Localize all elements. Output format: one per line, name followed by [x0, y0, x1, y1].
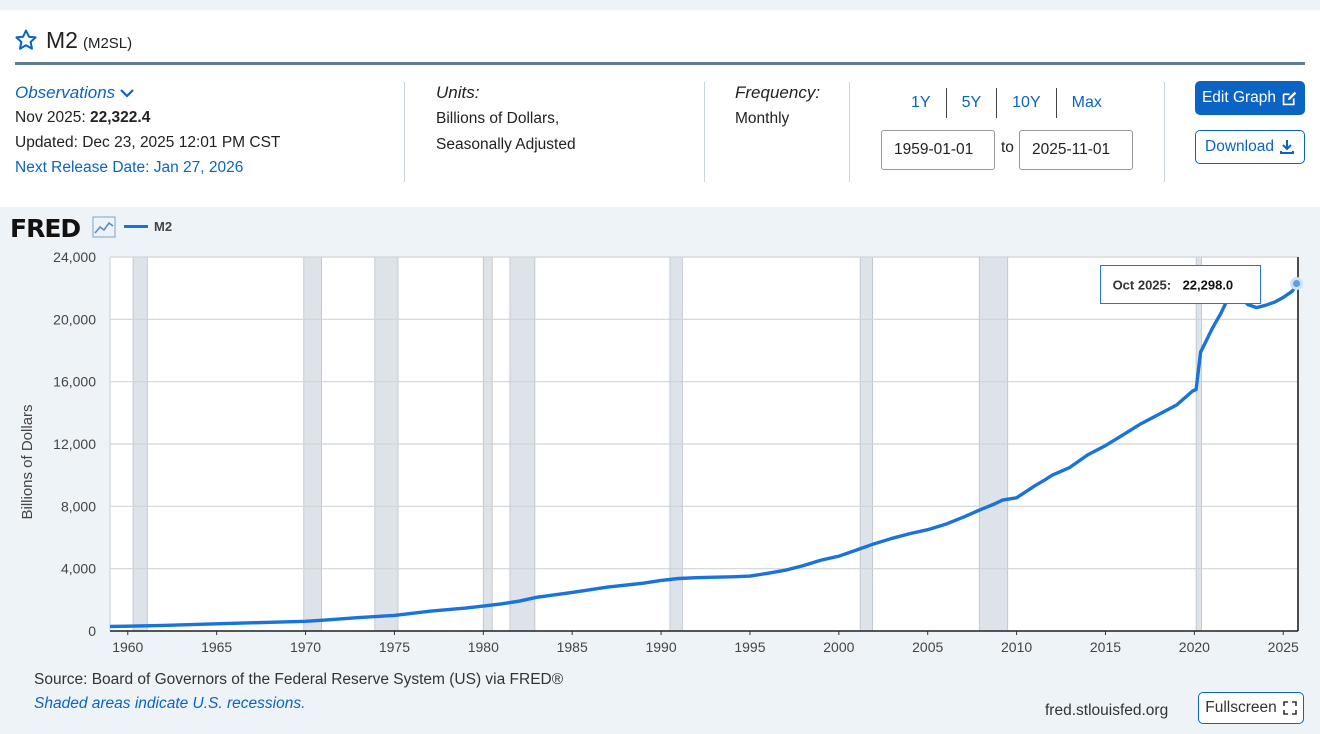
x-tick-label: 1965: [201, 639, 232, 655]
site-url: fred.stlouisfed.org: [1045, 702, 1169, 719]
x-tick-label: 2015: [1090, 639, 1121, 655]
fred-logo: FRED: [10, 214, 81, 243]
observations-toggle[interactable]: Observations: [15, 80, 280, 105]
legend-swatch: [124, 225, 148, 228]
series-line-m2: [109, 282, 1300, 629]
edit-graph-button[interactable]: Edit Graph: [1195, 81, 1305, 115]
recession-note-link[interactable]: Shaded areas indicate U.S. recessions.: [34, 695, 306, 712]
title-row: M2 (M2SL): [14, 24, 132, 54]
divider: [849, 82, 850, 182]
range-buttons: 1Y 5Y 10Y Max: [896, 88, 1117, 118]
y-tick-label: 16,000: [53, 374, 96, 390]
divider: [404, 82, 405, 182]
tooltip-value: 22,298.0: [1183, 278, 1234, 293]
graph-icon: [92, 216, 116, 238]
fullscreen-button[interactable]: Fullscreen: [1198, 692, 1304, 724]
frequency-panel: Frequency: Monthly: [735, 80, 820, 132]
frequency-label: Frequency:: [735, 83, 821, 102]
y-tick-label: 20,000: [53, 311, 96, 327]
y-tick-label: 4,000: [61, 561, 96, 577]
divider: [1164, 82, 1165, 182]
download-icon: [1279, 140, 1294, 154]
tooltip-date: Oct 2025:: [1113, 278, 1172, 293]
chart-legend[interactable]: M2: [124, 219, 172, 234]
y-tick-label: 8,000: [61, 498, 96, 514]
x-tick-label: 1995: [734, 639, 765, 655]
star-icon[interactable]: [14, 28, 38, 52]
series-header-card: [0, 10, 1320, 207]
range-10y-button[interactable]: 10Y: [997, 88, 1057, 118]
x-tick-label: 2020: [1179, 639, 1210, 655]
x-tick-label: 2005: [912, 639, 943, 655]
x-tick-label: 2025: [1268, 639, 1299, 655]
edit-graph-label: Edit Graph: [1201, 89, 1277, 106]
x-tick-label: 1970: [290, 639, 321, 655]
chevron-down-icon: [120, 88, 134, 98]
updated-text: Updated: Dec 23, 2025 12:01 PM CST: [15, 134, 281, 151]
next-release-link[interactable]: Next Release Date: Jan 27, 2026: [15, 159, 244, 176]
to-label: to: [1001, 139, 1014, 156]
tooltip-box: [1100, 265, 1262, 305]
legend-label: M2: [154, 219, 173, 234]
latest-value: 22,322.4: [89, 109, 151, 126]
start-date-input[interactable]: 1959-01-01: [881, 130, 995, 170]
observations-label: Observations: [15, 83, 116, 102]
y-tick-label: 24,000: [53, 249, 96, 265]
units-label: Units:: [436, 83, 480, 102]
x-tick-label: 2000: [823, 639, 854, 655]
x-tick-label: 1985: [557, 639, 588, 655]
units-line1: Billions of Dollars,: [436, 110, 560, 127]
units-line2: Seasonally Adjusted: [436, 136, 576, 153]
title-rule: [15, 62, 1305, 65]
source-note: Source: Board of Governors of the Federa…: [34, 671, 564, 688]
download-label: Download: [1205, 138, 1274, 155]
hover-point: [1290, 277, 1304, 291]
end-date-input[interactable]: 2025-11-01: [1019, 130, 1133, 170]
download-button[interactable]: Download: [1195, 130, 1305, 164]
fullscreen-icon: [1282, 701, 1297, 715]
chart[interactable]: 1960 1965 1970 1975 1980 1985 1990 1995 2000 2005…: [0, 237, 1320, 665]
divider: [704, 82, 705, 182]
top-strip: [0, 0, 1320, 10]
latest-observation: Nov 2025: 22,322.4: [15, 105, 280, 130]
x-tick-label: 1975: [379, 639, 410, 655]
range-5y-button[interactable]: 5Y: [947, 88, 998, 118]
x-tick-label: 2010: [1001, 639, 1032, 655]
frequency-value: Monthly: [735, 110, 790, 127]
observations-panel: Observations Nov 2025: 22,322.4 Updated:…: [15, 80, 280, 180]
x-tick-label: 1990: [645, 639, 676, 655]
x-tick-label: 1960: [112, 639, 143, 655]
edit-icon: [1282, 91, 1297, 105]
chart-tooltip: Oct 2025: 22,298.0: [1100, 265, 1262, 305]
y-axis-label: Billions of Dollars: [19, 404, 36, 519]
fullscreen-label: Fullscreen: [1205, 699, 1277, 716]
latest-prefix: Nov 2025:: [15, 109, 86, 126]
series-title: M2: [46, 27, 78, 53]
x-tick-label: 1980: [468, 639, 499, 655]
range-1y-button[interactable]: 1Y: [896, 88, 947, 118]
y-tick-label: 12,000: [53, 436, 96, 452]
range-max-button[interactable]: Max: [1071, 94, 1102, 111]
y-tick-label: 0: [88, 623, 96, 639]
units-panel: Units: Billions of Dollars, Seasonally A…: [436, 80, 576, 158]
series-id: (M2SL): [82, 35, 133, 52]
